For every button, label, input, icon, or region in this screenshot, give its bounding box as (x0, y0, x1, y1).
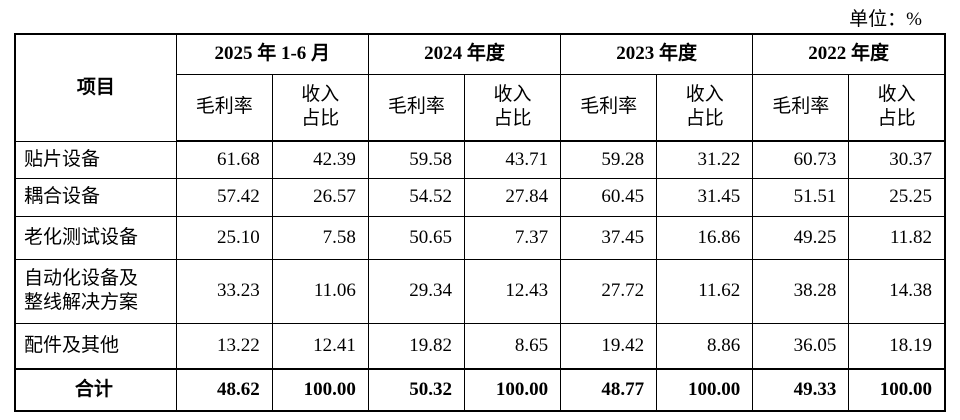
cell-value: 7.37 (463, 215, 562, 260)
cell-value: 7.58 (271, 215, 369, 260)
cell-value: 11.82 (848, 215, 946, 260)
period-header: 2023 年度 (560, 33, 754, 75)
row-name: 配件及其他 (14, 322, 177, 370)
cell-value: 50.65 (367, 215, 465, 260)
period-header: 2025 年 1-6 月 (175, 33, 369, 75)
data-row: 耦合设备 57.42 26.57 54.52 27.84 60.45 31.45 51.51 2… (14, 177, 946, 217)
cell-value: 100.00 (463, 368, 562, 412)
cell-value: 14.38 (848, 258, 946, 324)
cell-value: 13.22 (175, 322, 273, 370)
header-row: 毛利率 收入 占比 毛利率 收入 占比 毛利率 收入 占比 毛利率 收入 占比 (15, 73, 946, 142)
cell-value: 48.62 (175, 368, 273, 412)
cell-value: 60.73 (752, 140, 850, 179)
cell-value: 27.84 (463, 177, 562, 217)
column-header: 收入 占比 (848, 73, 946, 142)
cell-value: 12.43 (463, 258, 562, 324)
cell-value: 38.28 (752, 258, 850, 324)
table: 项目 2025 年 1-6 月 2024 年度 2023 年度 2022 年度 毛利率… (14, 33, 946, 412)
cell-value: 19.42 (560, 322, 658, 370)
column-header: 毛利率 (752, 73, 850, 142)
cell-value: 59.28 (560, 140, 658, 179)
header-row: 项目 2025 年 1-6 月 2024 年度 2023 年度 2022 年度 (14, 33, 946, 142)
cell-value: 60.45 (560, 177, 658, 217)
column-header: 收入 占比 (463, 73, 562, 142)
row-name: 合计 (14, 368, 177, 412)
cell-value: 100.00 (271, 368, 369, 412)
cell-value: 27.72 (560, 258, 658, 324)
cell-value: 49.25 (752, 215, 850, 260)
data-row: 老化测试设备 25.10 7.58 50.65 7.37 37.45 16.86 49.25 1… (14, 215, 946, 260)
cell-value: 29.34 (367, 258, 465, 324)
period-header: 2024 年度 (367, 33, 562, 75)
item-header: 项目 (14, 33, 177, 142)
cell-value: 30.37 (848, 140, 946, 179)
cell-value: 12.41 (271, 322, 369, 370)
cell-value: 19.82 (367, 322, 465, 370)
cell-value: 100.00 (848, 368, 946, 412)
row-name: 自动化设备及 整线解决方案 (14, 258, 177, 324)
column-header: 毛利率 (175, 73, 273, 142)
cell-value: 33.23 (175, 258, 273, 324)
cell-value: 49.33 (752, 368, 850, 412)
cell-value: 26.57 (271, 177, 369, 217)
column-header: 毛利率 (367, 73, 465, 142)
unit-label: 单位：% (849, 9, 922, 30)
period-header: 2022 年度 (752, 33, 946, 75)
cell-value: 31.22 (656, 140, 754, 179)
cell-value: 100.00 (656, 368, 754, 412)
data-row: 贴片设备 61.68 42.39 59.58 43.71 59.28 31.22 60.73 3… (14, 140, 946, 179)
cell-value: 42.39 (271, 140, 369, 179)
cell-value: 51.51 (752, 177, 850, 217)
data-row: 自动化设备及 整线解决方案 33.23 11.06 29.34 12.43 27.72 11… (14, 258, 946, 324)
cell-value: 8.65 (463, 322, 562, 370)
cell-value: 25.25 (848, 177, 946, 217)
table-header: 项目 2025 年 1-6 月 2024 年度 2023 年度 2022 年度 毛利率… (14, 33, 946, 142)
cell-value: 25.10 (175, 215, 273, 260)
row-name: 耦合设备 (14, 177, 177, 217)
cell-value: 43.71 (463, 140, 562, 179)
cell-value: 50.32 (367, 368, 465, 412)
cell-value: 18.19 (848, 322, 946, 370)
column-header: 收入 占比 (656, 73, 754, 142)
cell-value: 48.77 (560, 368, 658, 412)
cell-value: 16.86 (656, 215, 754, 260)
row-name: 老化测试设备 (14, 215, 177, 260)
cell-value: 8.86 (656, 322, 754, 370)
cell-value: 54.52 (367, 177, 465, 217)
cell-value: 36.05 (752, 322, 850, 370)
data-row: 配件及其他 13.22 12.41 19.82 8.65 19.42 8.86 36.05 18… (14, 322, 946, 370)
cell-value: 37.45 (560, 215, 658, 260)
column-header: 收入 占比 (271, 73, 369, 142)
cell-value: 61.68 (175, 140, 273, 179)
cell-value: 59.58 (367, 140, 465, 179)
table-body: 贴片设备 61.68 42.39 59.58 43.71 59.28 31.22 60.73 3… (14, 140, 946, 412)
column-header: 毛利率 (560, 73, 658, 142)
row-name: 贴片设备 (14, 140, 177, 179)
cell-value: 31.45 (656, 177, 754, 217)
cell-value: 11.06 (271, 258, 369, 324)
total-row: 合计 48.62 100.00 50.32 100.00 48.77 100.00 49.33… (14, 368, 946, 412)
cell-value: 11.62 (656, 258, 754, 324)
cell-value: 57.42 (175, 177, 273, 217)
